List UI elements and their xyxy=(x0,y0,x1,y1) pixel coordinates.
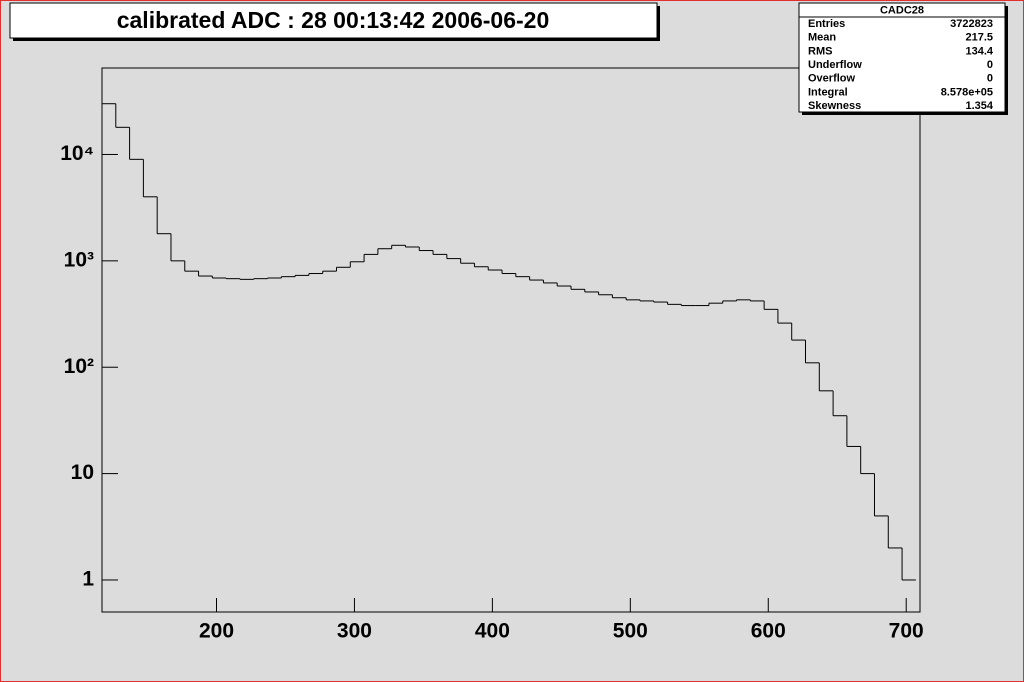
stats-label: Skewness xyxy=(808,100,861,112)
stats-label: Integral xyxy=(808,86,848,98)
y-tick-label: 10² xyxy=(64,355,94,378)
x-tick-label: 500 xyxy=(613,620,648,643)
stats-value: 0 xyxy=(987,73,993,85)
stats-value: 0 xyxy=(987,59,993,71)
stats-value: 8.578e+05 xyxy=(941,86,993,98)
stats-value: 217.5 xyxy=(965,32,993,44)
chart-title: calibrated ADC : 28 00:13:42 2006-06-20 xyxy=(117,7,550,33)
stats-box xyxy=(798,2,1006,113)
y-tick-label: 10⁴ xyxy=(60,142,94,165)
x-tick-label: 300 xyxy=(337,620,372,643)
y-tick-label: 1 xyxy=(82,568,94,591)
stats-value: 134.4 xyxy=(965,45,993,57)
stats-label: RMS xyxy=(808,45,832,57)
x-tick-label: 700 xyxy=(889,620,924,643)
x-tick-label: 200 xyxy=(199,620,234,643)
stats-value: 3722823 xyxy=(950,18,993,30)
plot-frame xyxy=(101,67,921,613)
y-tick-label: 10³ xyxy=(64,248,94,271)
stats-value: 1.354 xyxy=(965,100,993,112)
y-tick-label: 10 xyxy=(71,461,94,484)
stats-label: Underflow xyxy=(808,59,862,71)
x-tick-label: 600 xyxy=(751,620,786,643)
stats-label: Overflow xyxy=(808,73,856,85)
stats-label: Entries xyxy=(808,18,845,30)
x-tick-label: 400 xyxy=(475,620,510,643)
stats-label: Mean xyxy=(808,32,836,44)
stats-title: CADC28 xyxy=(880,4,924,16)
title-box xyxy=(9,2,658,39)
